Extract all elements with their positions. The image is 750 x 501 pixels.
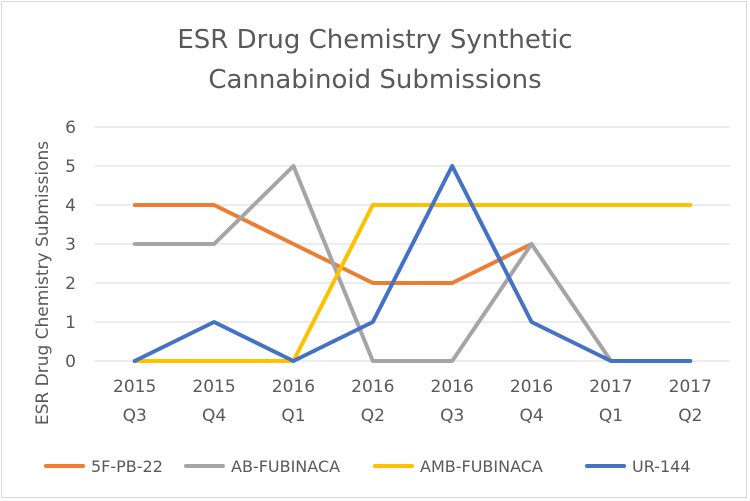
legend-label-ur-144: UR-144: [632, 457, 691, 476]
x-tick-label-year: 2016: [431, 377, 474, 397]
y-tick-label: 3: [65, 235, 76, 255]
x-tick-label-quarter: Q2: [678, 406, 702, 426]
x-tick-label-year: 2016: [272, 377, 315, 397]
x-axis-ticks: 2015 Q3 2015 Q4 2016 Q1 2016 Q2 2016 Q3 2016 Q4 2017…: [113, 377, 712, 426]
legend-label-ab-fubinaca: AB-FUBINACA: [231, 457, 340, 476]
chart-title: ESR Drug Chemistry Synthetic Cannabinoid…: [177, 25, 572, 95]
x-tick-label-year: 2015: [113, 377, 156, 397]
x-tick-label-year: 2017: [669, 377, 712, 397]
y-axis-ticks: 0 1 2 3 4 5 6: [65, 118, 76, 372]
chart-title-line-2: Cannabinoid Submissions: [208, 65, 541, 95]
x-tick-label-year: 2017: [589, 377, 632, 397]
x-tick-label-year: 2016: [510, 377, 553, 397]
chart-title-line-1: ESR Drug Chemistry Synthetic: [177, 25, 572, 55]
x-tick-label-quarter: Q1: [281, 406, 305, 426]
x-tick-label-quarter: Q3: [440, 406, 464, 426]
series-line-ur-144: [132, 164, 693, 363]
y-tick-label: 2: [65, 274, 76, 294]
x-tick-label-quarter: Q2: [361, 406, 385, 426]
legend-label-amb-fubinaca: AMB-FUBINACA: [420, 457, 543, 476]
y-axis-label: ESR Drug Chemistry Submissions: [33, 141, 53, 425]
x-tick-label-quarter: Q4: [519, 406, 543, 426]
y-tick-label: 0: [65, 352, 76, 372]
x-tick-label-year: 2015: [192, 377, 235, 397]
x-tick-label-quarter: Q3: [123, 406, 147, 426]
legend-label-5f-pb-22: 5F-PB-22: [91, 457, 163, 476]
y-tick-label: 4: [65, 196, 76, 216]
series-line-ab-fubinaca: [132, 164, 613, 363]
y-tick-label: 5: [65, 157, 76, 177]
series-line-amb-fubinaca: [132, 203, 693, 363]
y-tick-label: 6: [65, 118, 76, 138]
legend: 5F-PB-22 AB-FUBINACA AMB-FUBINACA UR-144: [44, 457, 691, 476]
x-tick-label-quarter: Q1: [599, 406, 623, 426]
x-tick-label-year: 2016: [351, 377, 394, 397]
series-lines: [132, 164, 693, 363]
y-tick-label: 1: [65, 313, 76, 333]
x-tick-label-quarter: Q4: [202, 406, 226, 426]
